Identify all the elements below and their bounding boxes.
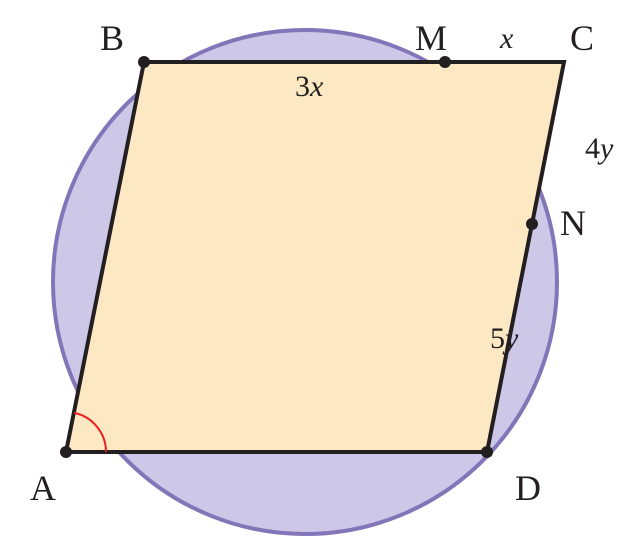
label-b: B: [100, 18, 124, 58]
point-b: [138, 56, 150, 68]
point-a: [60, 446, 72, 458]
label-n: N: [560, 203, 586, 243]
edge-label-nd: 5y: [490, 322, 519, 355]
point-n: [526, 218, 538, 230]
edge-label-cn: 4y: [585, 132, 614, 165]
label-m: M: [415, 18, 447, 58]
edge-label-bm: 3x: [295, 70, 324, 103]
quadrilateral-abcd: [66, 62, 564, 452]
edge-label-mc: x: [499, 22, 514, 55]
point-d: [481, 446, 493, 458]
label-a: A: [30, 468, 56, 508]
label-c: C: [570, 18, 594, 58]
label-d: D: [515, 468, 541, 508]
